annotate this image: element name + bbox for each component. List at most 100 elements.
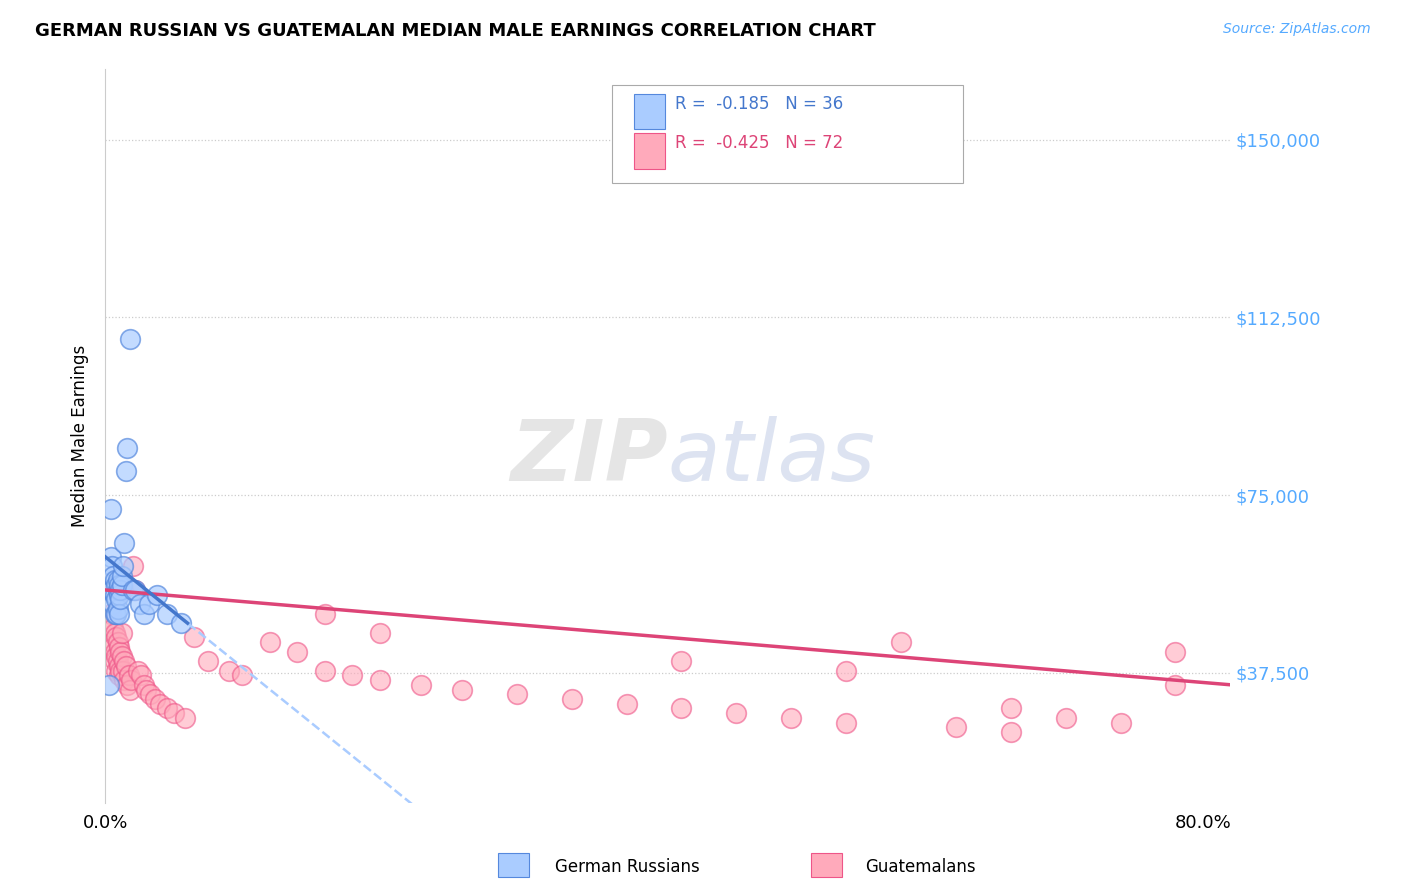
Point: [945, 721, 967, 735]
Point: [111, 568, 134, 582]
Point: [112, 673, 135, 687]
Point: [107, 654, 129, 668]
Text: Source: ZipAtlas.com: Source: ZipAtlas.com: [1223, 22, 1371, 37]
Point: [118, 332, 141, 346]
Point: [1109, 715, 1132, 730]
Point: [1164, 678, 1187, 692]
Point: [561, 692, 583, 706]
Point: [340, 668, 363, 682]
Point: [115, 678, 138, 692]
Point: [104, 654, 127, 668]
Point: [100, 549, 122, 564]
Point: [138, 597, 160, 611]
Point: [118, 682, 141, 697]
Point: [112, 654, 135, 668]
Point: [146, 588, 169, 602]
Point: [506, 687, 529, 701]
Point: [108, 588, 131, 602]
Point: [100, 502, 122, 516]
Point: [129, 668, 152, 682]
Point: [671, 701, 693, 715]
Point: [110, 644, 132, 658]
Point: [124, 582, 146, 597]
Text: atlas: atlas: [668, 417, 876, 500]
Point: [218, 664, 240, 678]
Point: [107, 602, 129, 616]
Point: [108, 658, 131, 673]
Point: [98, 678, 121, 692]
Point: [835, 715, 858, 730]
Point: [139, 687, 162, 701]
Point: [112, 535, 135, 549]
Point: [103, 597, 125, 611]
Point: [104, 607, 127, 621]
Point: [183, 631, 205, 645]
Point: [101, 635, 124, 649]
Point: [285, 644, 308, 658]
Point: [451, 682, 474, 697]
Point: [121, 559, 143, 574]
Point: [314, 664, 336, 678]
Point: [114, 465, 136, 479]
Text: R =  -0.185   N = 36: R = -0.185 N = 36: [675, 95, 844, 112]
Point: [101, 559, 124, 574]
Point: [135, 682, 157, 697]
Point: [105, 664, 128, 678]
Point: [114, 658, 136, 673]
Point: [163, 706, 186, 721]
Point: [259, 635, 281, 649]
Point: [121, 582, 143, 597]
Point: [368, 625, 391, 640]
Point: [110, 582, 132, 597]
Point: [120, 673, 142, 687]
Point: [124, 582, 146, 597]
Point: [173, 711, 195, 725]
Text: ZIP: ZIP: [510, 417, 668, 500]
Point: [1054, 711, 1077, 725]
Point: [112, 664, 135, 678]
Point: [103, 640, 125, 654]
Point: [128, 597, 150, 611]
Point: [1164, 644, 1187, 658]
Point: [197, 654, 219, 668]
Point: [108, 607, 131, 621]
Point: [231, 668, 253, 682]
Point: [104, 588, 127, 602]
Point: [112, 559, 135, 574]
Point: [101, 582, 124, 597]
Point: [108, 668, 131, 682]
Point: [107, 635, 129, 649]
Point: [104, 644, 127, 658]
Text: R =  -0.425   N = 72: R = -0.425 N = 72: [675, 134, 844, 152]
Point: [101, 616, 124, 631]
Point: [104, 574, 127, 588]
Point: [100, 607, 122, 621]
Point: [132, 678, 155, 692]
Point: [115, 441, 138, 455]
Point: [105, 649, 128, 664]
Point: [132, 607, 155, 621]
Point: [108, 640, 131, 654]
Point: [368, 673, 391, 687]
Point: [108, 578, 131, 592]
Point: [725, 706, 748, 721]
Point: [156, 701, 179, 715]
Point: [103, 568, 125, 582]
Point: [110, 592, 132, 607]
Point: [110, 664, 132, 678]
Text: GERMAN RUSSIAN VS GUATEMALAN MEDIAN MALE EARNINGS CORRELATION CHART: GERMAN RUSSIAN VS GUATEMALAN MEDIAN MALE…: [35, 22, 876, 40]
Point: [105, 578, 128, 592]
Point: [409, 678, 432, 692]
Point: [111, 578, 134, 592]
Point: [107, 574, 129, 588]
Point: [127, 664, 149, 678]
Point: [890, 635, 912, 649]
Point: [103, 621, 125, 635]
Point: [314, 607, 336, 621]
Point: [149, 697, 172, 711]
Text: German Russians: German Russians: [555, 858, 700, 876]
Point: [170, 616, 193, 631]
Point: [111, 625, 134, 640]
Point: [104, 625, 127, 640]
Point: [156, 607, 179, 621]
